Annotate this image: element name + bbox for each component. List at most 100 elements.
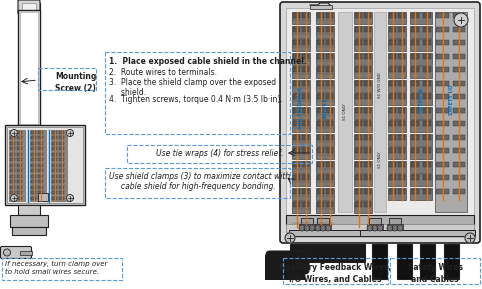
Bar: [31, 136, 36, 139]
Bar: [453, 94, 465, 99]
Text: 2.  Route wires to terminals.: 2. Route wires to terminals.: [109, 68, 217, 77]
Bar: [52, 175, 57, 177]
Bar: [410, 93, 432, 105]
Bar: [302, 202, 309, 207]
Bar: [317, 175, 324, 180]
Bar: [326, 67, 333, 72]
Bar: [436, 13, 449, 18]
Text: S1 ONLY: S1 ONLY: [343, 103, 347, 121]
Bar: [317, 53, 324, 58]
Bar: [398, 188, 405, 194]
Bar: [18, 10, 40, 125]
Bar: [302, 175, 309, 180]
Bar: [293, 162, 300, 166]
Bar: [290, 244, 365, 262]
Bar: [59, 158, 64, 161]
Bar: [326, 188, 333, 194]
Bar: [293, 134, 300, 140]
Bar: [388, 174, 406, 186]
Bar: [411, 53, 419, 58]
Bar: [51, 158, 67, 162]
Bar: [354, 93, 372, 105]
Bar: [364, 148, 371, 153]
Bar: [302, 134, 309, 140]
Bar: [316, 53, 334, 64]
Bar: [410, 188, 432, 199]
Bar: [302, 27, 309, 32]
Bar: [31, 180, 36, 183]
Bar: [302, 148, 309, 153]
Bar: [410, 39, 432, 51]
Bar: [436, 188, 449, 194]
Bar: [388, 160, 406, 173]
Bar: [364, 53, 371, 58]
Bar: [435, 12, 467, 212]
Bar: [293, 202, 300, 207]
Bar: [436, 27, 449, 32]
Bar: [398, 162, 405, 166]
Bar: [411, 67, 419, 72]
Bar: [317, 202, 324, 207]
Bar: [302, 13, 309, 18]
Bar: [31, 153, 36, 155]
Bar: [355, 188, 362, 194]
Bar: [444, 244, 459, 279]
Bar: [51, 168, 67, 173]
Circle shape: [299, 225, 305, 231]
Bar: [453, 148, 465, 153]
Bar: [410, 160, 432, 173]
Bar: [355, 67, 362, 72]
Bar: [52, 191, 57, 194]
Circle shape: [454, 13, 468, 27]
Bar: [31, 175, 36, 177]
Bar: [423, 40, 431, 45]
Bar: [51, 196, 67, 201]
Bar: [423, 108, 431, 112]
Bar: [410, 120, 432, 132]
Bar: [453, 162, 465, 166]
Bar: [423, 67, 431, 72]
Bar: [52, 197, 57, 199]
Bar: [51, 152, 67, 157]
Bar: [326, 175, 333, 180]
Bar: [453, 81, 465, 86]
Bar: [423, 148, 431, 153]
Bar: [31, 158, 36, 161]
Bar: [38, 153, 43, 155]
Bar: [388, 134, 406, 145]
Bar: [9, 196, 25, 201]
Bar: [17, 164, 22, 166]
Bar: [20, 3, 38, 10]
Bar: [355, 175, 362, 180]
Bar: [423, 134, 431, 140]
Bar: [59, 147, 64, 150]
Bar: [453, 67, 465, 72]
Text: 4.  Tighten screws, torque 0.4 N·m (3.5 lb·in).: 4. Tighten screws, torque 0.4 N·m (3.5 l…: [109, 95, 283, 104]
Bar: [302, 121, 309, 126]
Bar: [293, 188, 300, 194]
Bar: [355, 53, 362, 58]
Text: cable shield for high-frequency bonding.: cable shield for high-frequency bonding.: [109, 182, 276, 191]
Bar: [410, 53, 432, 64]
Bar: [59, 136, 64, 139]
Bar: [367, 224, 383, 229]
Bar: [52, 164, 57, 166]
Bar: [17, 153, 22, 155]
Bar: [283, 258, 388, 284]
Bar: [52, 136, 57, 139]
Bar: [30, 141, 46, 145]
Bar: [10, 175, 15, 177]
Bar: [388, 53, 406, 64]
Text: S1 ONLY: S1 ONLY: [378, 151, 382, 168]
Bar: [9, 168, 25, 173]
Text: SAFETY I/O: SAFETY I/O: [448, 85, 454, 115]
Bar: [317, 94, 324, 99]
Bar: [17, 197, 22, 199]
Bar: [52, 158, 57, 161]
Bar: [302, 67, 309, 72]
Bar: [59, 169, 64, 172]
Bar: [388, 79, 406, 92]
Bar: [398, 148, 405, 153]
Bar: [59, 197, 64, 199]
Bar: [292, 188, 310, 199]
